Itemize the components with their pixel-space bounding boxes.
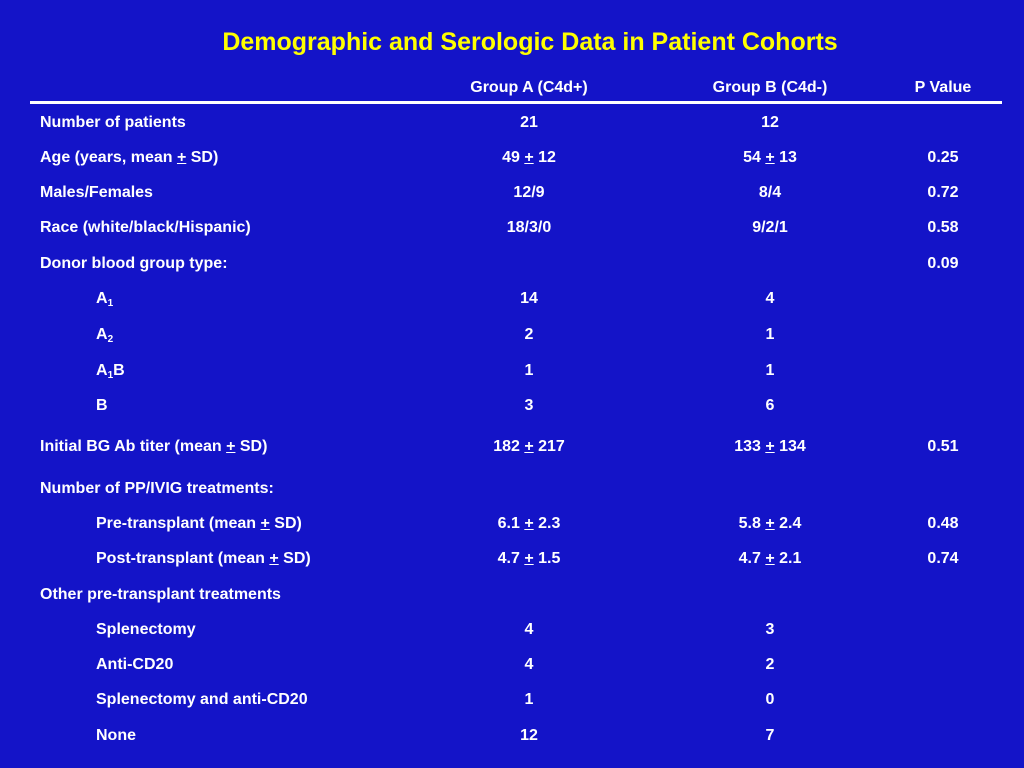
group-a-value: 1 bbox=[524, 691, 534, 708]
row-label: Post-transplant (mean + SD) bbox=[96, 550, 311, 567]
group-a-value: 1 bbox=[524, 362, 534, 379]
table-row: Splenectomy 4 3 bbox=[0, 621, 1024, 645]
table-row: A1 14 4 bbox=[0, 290, 1024, 314]
group-b-value: 54 + 13 bbox=[743, 149, 797, 166]
group-b-value: 12 bbox=[761, 114, 779, 131]
row-label: Donor blood group type: bbox=[40, 255, 228, 272]
group-a-value: 4.7 + 1.5 bbox=[497, 550, 561, 567]
table-row: Anti-CD20 4 2 bbox=[0, 656, 1024, 680]
group-a-value: 21 bbox=[520, 114, 538, 131]
table-row: Race (white/black/Hispanic) 18/3/0 9/2/1… bbox=[0, 219, 1024, 243]
group-a-value: 6.1 + 2.3 bbox=[497, 515, 561, 532]
group-b-value: 2 bbox=[765, 656, 775, 673]
group-b-value: 0 bbox=[765, 691, 775, 708]
group-b-value: 133 + 134 bbox=[734, 438, 806, 455]
group-a-value: 4 bbox=[524, 621, 534, 638]
header-divider bbox=[30, 101, 1002, 104]
table-row: Age (years, mean + SD) 49 + 12 54 + 13 0… bbox=[0, 149, 1024, 173]
row-label: Initial BG Ab titer (mean + SD) bbox=[40, 438, 268, 455]
row-label: A1B bbox=[96, 362, 125, 381]
table-row: Other pre-transplant treatments bbox=[0, 586, 1024, 610]
table-row: B 3 6 bbox=[0, 397, 1024, 421]
p-value: 0.58 bbox=[927, 219, 959, 236]
row-label: Age (years, mean + SD) bbox=[40, 149, 219, 166]
table-row: Post-transplant (mean + SD) 4.7 + 1.5 4.… bbox=[0, 550, 1024, 574]
row-label: Splenectomy bbox=[96, 621, 196, 638]
row-label: Other pre-transplant treatments bbox=[40, 586, 281, 603]
row-label: B bbox=[96, 397, 108, 414]
row-label: Pre-transplant (mean + SD) bbox=[96, 515, 302, 532]
row-label: Number of patients bbox=[40, 114, 186, 131]
row-label: Race (white/black/Hispanic) bbox=[40, 219, 251, 236]
group-b-value: 9/2/1 bbox=[752, 219, 788, 236]
p-value: 0.51 bbox=[927, 438, 959, 455]
table-row: None 12 7 bbox=[0, 727, 1024, 751]
group-a-value: 182 + 217 bbox=[493, 438, 565, 455]
p-value: 0.09 bbox=[927, 255, 959, 272]
group-a-value: 12/9 bbox=[513, 184, 545, 201]
table-row: Initial BG Ab titer (mean + SD) 182 + 21… bbox=[0, 438, 1024, 462]
group-b-value: 4.7 + 2.1 bbox=[738, 550, 802, 567]
p-value: 0.74 bbox=[927, 550, 959, 567]
group-b-value: 4 bbox=[765, 290, 775, 307]
group-a-value: 2 bbox=[524, 326, 534, 343]
group-a-value: 49 + 12 bbox=[502, 149, 556, 166]
group-b-value: 5.8 + 2.4 bbox=[738, 515, 802, 532]
group-a-value: 12 bbox=[520, 727, 538, 744]
table-row: Number of patients 21 12 bbox=[0, 114, 1024, 138]
table-row: Pre-transplant (mean + SD) 6.1 + 2.3 5.8… bbox=[0, 515, 1024, 539]
table-row: A1B 1 1 bbox=[0, 362, 1024, 386]
group-b-value: 3 bbox=[765, 621, 775, 638]
column-header-group-a: Group A (C4d+) bbox=[470, 79, 588, 96]
column-header-p-value: P Value bbox=[914, 79, 972, 96]
table-row: Donor blood group type: 0.09 bbox=[0, 255, 1024, 279]
group-a-value: 14 bbox=[520, 290, 538, 307]
group-a-value: 18/3/0 bbox=[506, 219, 552, 236]
p-value: 0.72 bbox=[927, 184, 959, 201]
group-b-value: 1 bbox=[765, 362, 775, 379]
table-row: Number of PP/IVIG treatments: bbox=[0, 480, 1024, 504]
group-a-value: 3 bbox=[524, 397, 534, 414]
row-label: None bbox=[96, 727, 136, 744]
table-row: A2 2 1 bbox=[0, 326, 1024, 350]
group-b-value: 6 bbox=[765, 397, 775, 414]
slide-title: Demographic and Serologic Data in Patien… bbox=[222, 28, 838, 56]
group-b-value: 8/4 bbox=[758, 184, 782, 201]
table-row: Males/Females 12/9 8/4 0.72 bbox=[0, 184, 1024, 208]
row-label: Splenectomy and anti-CD20 bbox=[96, 691, 308, 708]
group-a-value: 4 bbox=[524, 656, 534, 673]
p-value: 0.25 bbox=[927, 149, 959, 166]
group-b-value: 7 bbox=[765, 727, 775, 744]
table-row: Splenectomy and anti-CD20 1 0 bbox=[0, 691, 1024, 715]
group-b-value: 1 bbox=[765, 326, 775, 343]
row-label: Males/Females bbox=[40, 184, 153, 201]
p-value: 0.48 bbox=[927, 515, 959, 532]
row-label: A1 bbox=[96, 290, 114, 309]
row-label: Anti-CD20 bbox=[96, 656, 174, 673]
row-label: A2 bbox=[96, 326, 114, 345]
column-header-group-b: Group B (C4d-) bbox=[712, 79, 828, 96]
row-label: Number of PP/IVIG treatments: bbox=[40, 480, 274, 497]
